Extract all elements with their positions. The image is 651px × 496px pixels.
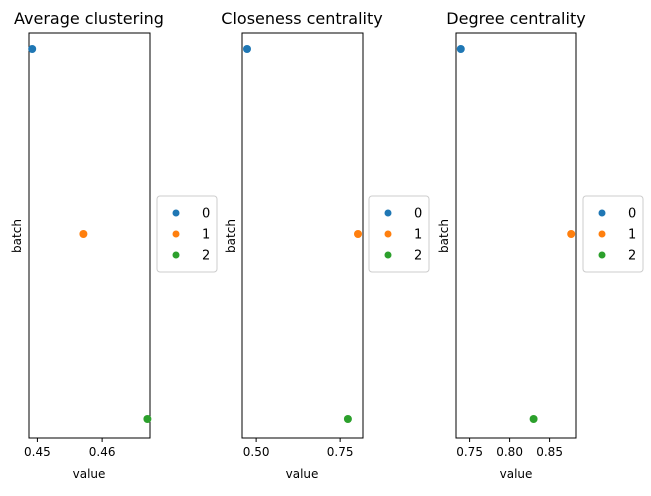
data-points bbox=[456, 45, 576, 423]
plot-frame bbox=[455, 32, 577, 439]
plot-frame bbox=[241, 32, 364, 439]
legend-marker-1 bbox=[172, 230, 180, 238]
chart-title: Closeness centrality bbox=[221, 9, 382, 28]
legend-label-2: 2 bbox=[628, 249, 636, 264]
legend-label-2: 2 bbox=[414, 249, 422, 264]
data-point-batch-2 bbox=[143, 415, 152, 423]
legend-label-1: 1 bbox=[202, 228, 210, 243]
data-point-batch-2 bbox=[343, 415, 352, 423]
y-axis-label: batch bbox=[224, 219, 238, 253]
data-point-batch-0 bbox=[456, 45, 465, 53]
chart-panel-closeness-centrality: Closeness centrality 0.50 0.75 value batc… bbox=[221, 9, 430, 481]
legend-marker-2 bbox=[172, 251, 180, 259]
data-point-batch-1 bbox=[79, 230, 88, 238]
legend-marker-0 bbox=[384, 209, 392, 217]
data-points bbox=[243, 45, 362, 423]
x-axis-label: value bbox=[286, 467, 319, 481]
plot-frame bbox=[28, 32, 151, 439]
legend-box bbox=[156, 195, 218, 273]
data-points bbox=[28, 45, 152, 423]
legend-label-1: 1 bbox=[414, 228, 422, 243]
legend: 0 1 2 bbox=[156, 195, 218, 273]
x-tick-label: 0.50 bbox=[243, 445, 270, 459]
legend-label-0: 0 bbox=[202, 207, 210, 222]
legend-marker-2 bbox=[384, 251, 392, 259]
x-tick-label: 0.75 bbox=[327, 445, 354, 459]
legend-box bbox=[368, 195, 430, 273]
x-tick-label: 0.80 bbox=[496, 445, 523, 459]
x-tick-label: 0.45 bbox=[24, 445, 51, 459]
data-point-batch-1 bbox=[354, 230, 362, 238]
data-point-batch-0 bbox=[243, 45, 251, 53]
legend-marker-2 bbox=[598, 251, 606, 259]
x-axis-ticks: 0.75 0.80 0.85 bbox=[456, 438, 563, 459]
chart-title: Average clustering bbox=[14, 9, 164, 28]
x-tick-label: 0.46 bbox=[89, 445, 116, 459]
data-point-batch-0 bbox=[28, 45, 37, 53]
x-axis-ticks: 0.50 0.75 bbox=[243, 438, 354, 459]
legend-label-0: 0 bbox=[628, 207, 636, 222]
data-point-batch-2 bbox=[529, 415, 538, 423]
x-tick-label: 0.85 bbox=[536, 445, 563, 459]
legend-marker-1 bbox=[598, 230, 606, 238]
legend-label-1: 1 bbox=[628, 228, 636, 243]
x-tick-label: 0.75 bbox=[456, 445, 483, 459]
chart-panel-degree-centrality: Degree centrality 0.75 0.80 0.85 value bat… bbox=[437, 9, 644, 481]
legend-marker-0 bbox=[598, 209, 606, 217]
chart-panel-average-clustering: Average clustering 0.45 0.46 value batch … bbox=[10, 9, 218, 481]
x-axis-label: value bbox=[73, 467, 106, 481]
legend-label-0: 0 bbox=[414, 207, 422, 222]
legend: 0 1 2 bbox=[582, 195, 644, 273]
y-axis-label: batch bbox=[437, 219, 451, 253]
legend-label-2: 2 bbox=[202, 249, 210, 264]
legend: 0 1 2 bbox=[368, 195, 430, 273]
x-axis-label: value bbox=[500, 467, 533, 481]
legend-marker-0 bbox=[172, 209, 180, 217]
chart-title: Degree centrality bbox=[446, 9, 585, 28]
x-axis-ticks: 0.45 0.46 bbox=[24, 438, 115, 459]
legend-marker-1 bbox=[384, 230, 392, 238]
y-axis-label: batch bbox=[10, 219, 24, 253]
legend-box bbox=[582, 195, 644, 273]
data-point-batch-1 bbox=[567, 230, 576, 238]
